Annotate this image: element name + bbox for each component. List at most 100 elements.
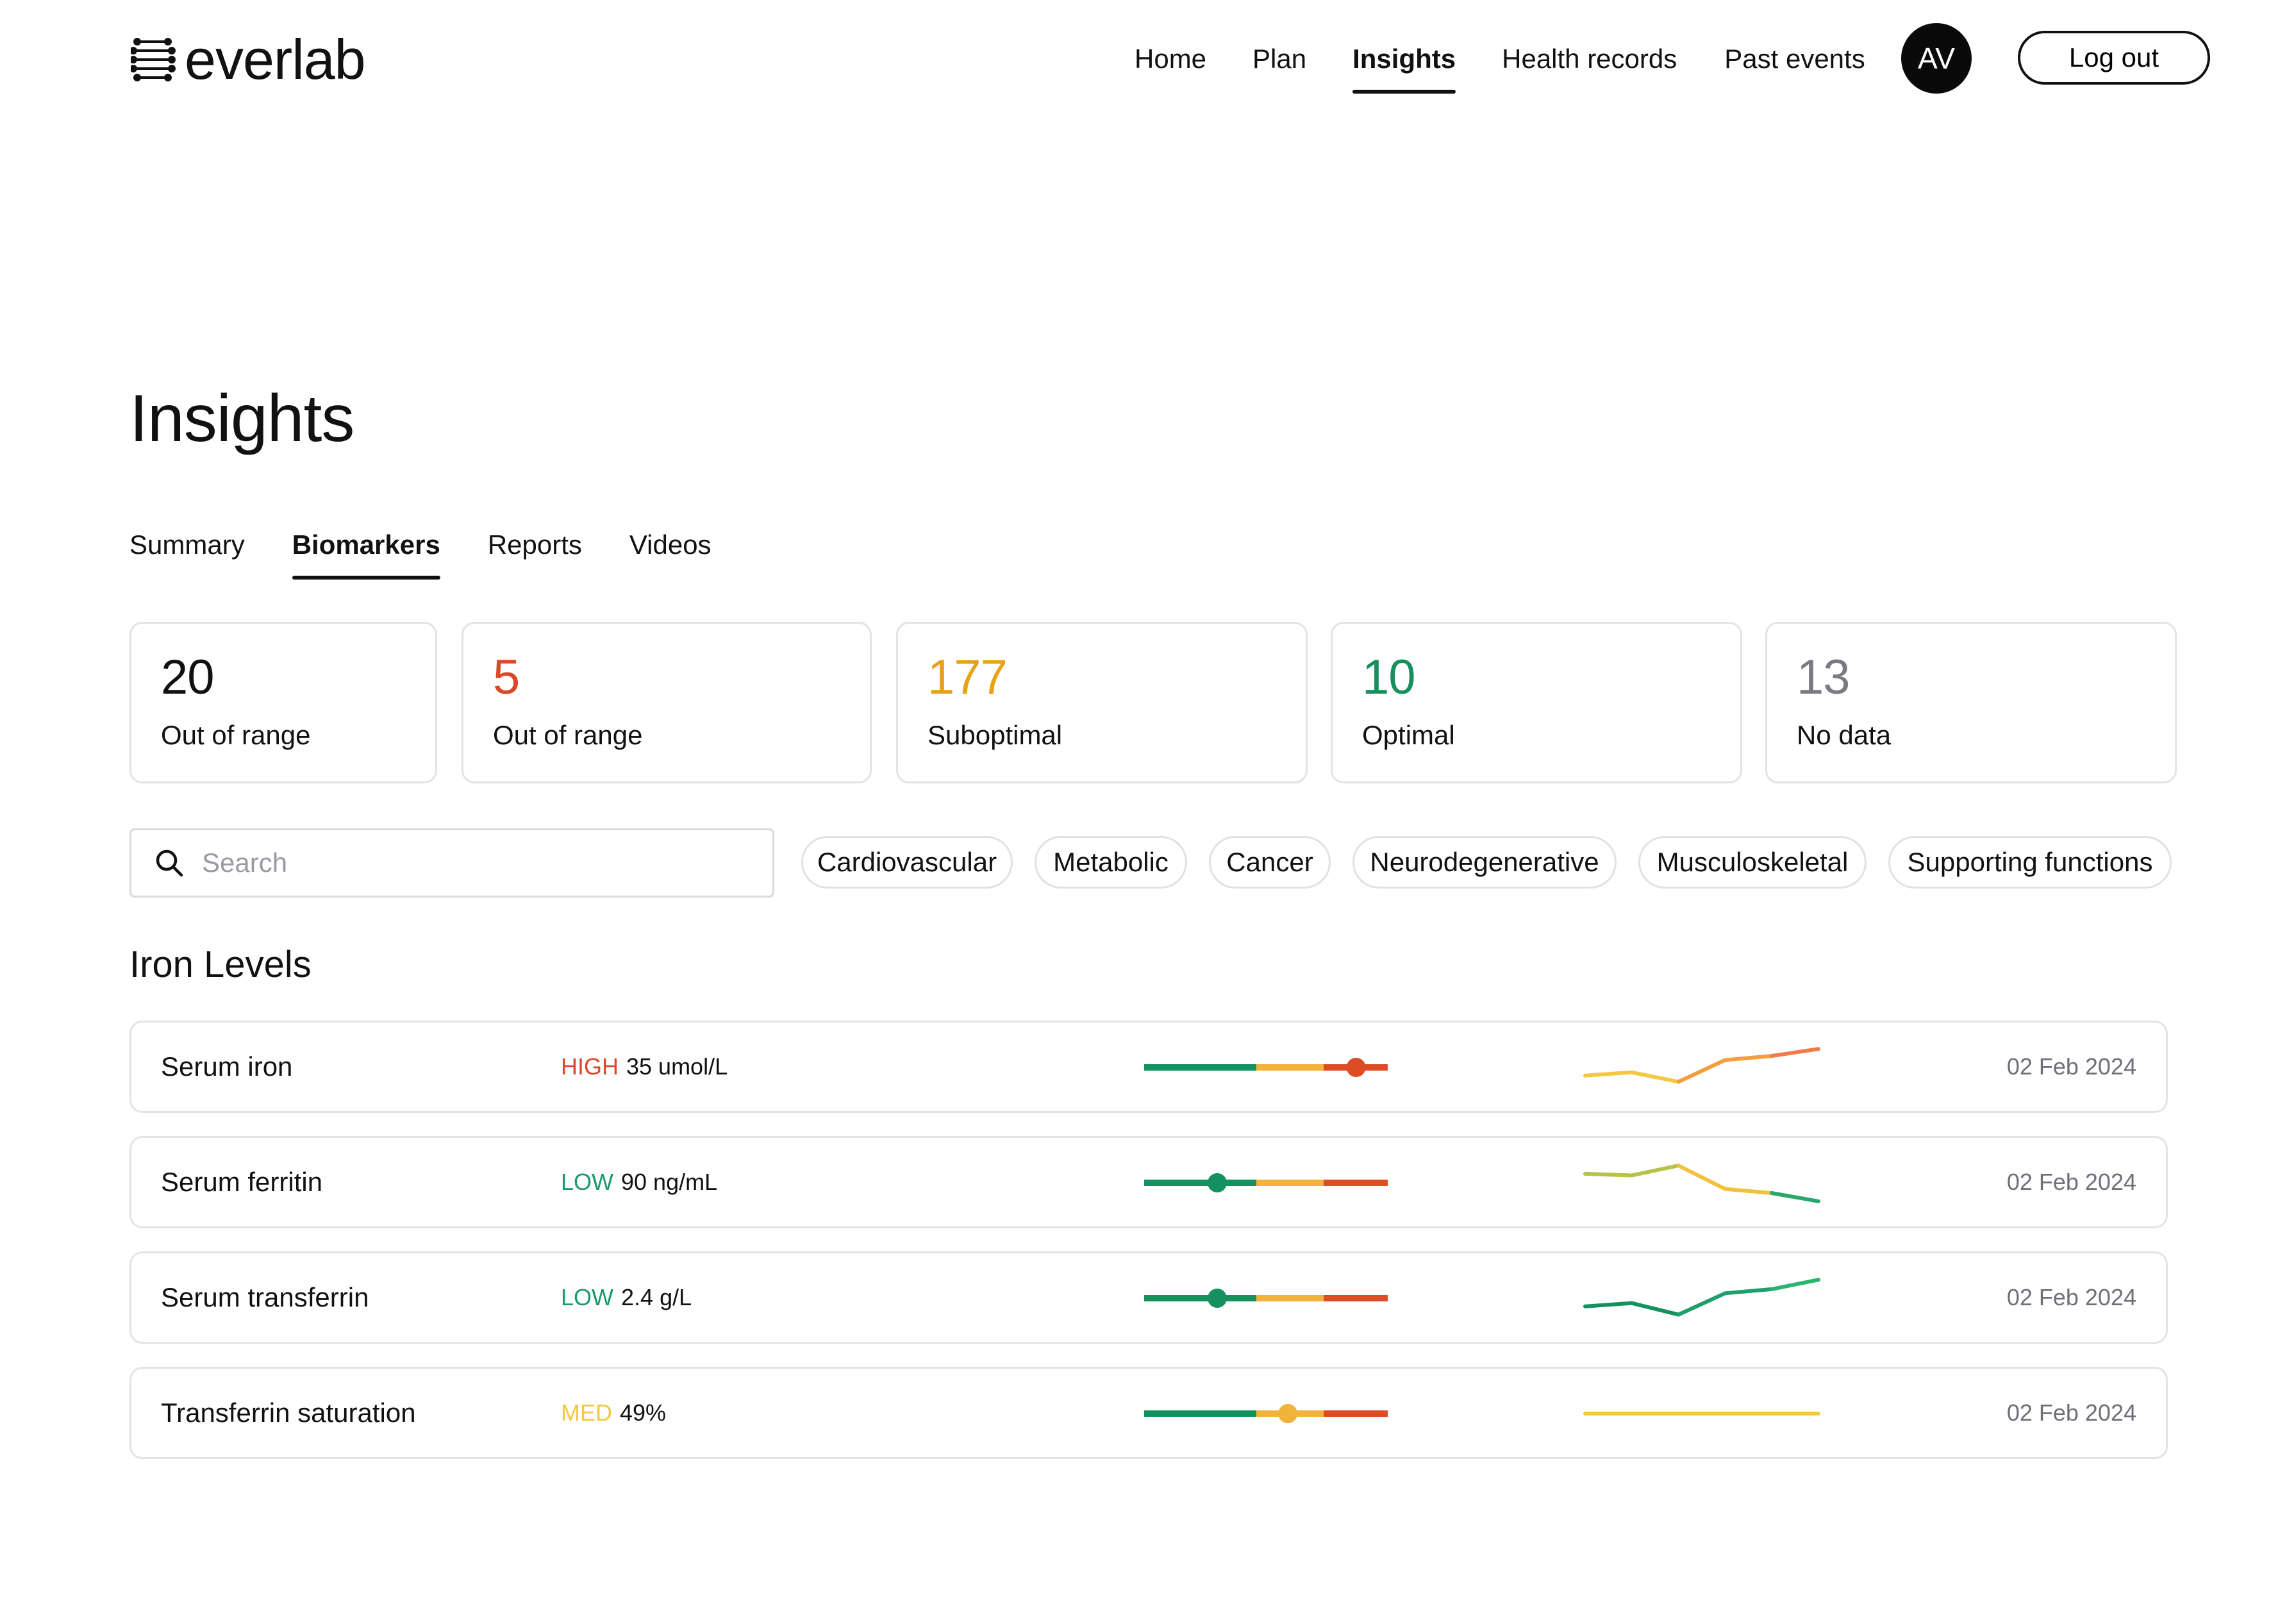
biomarker-value: 2.4 g/L <box>621 1284 692 1310</box>
search-input[interactable] <box>201 847 754 879</box>
nav-item-insights[interactable]: Insights <box>1352 26 1456 94</box>
stat-label: Out of range <box>493 720 643 750</box>
tab-summary[interactable]: Summary <box>129 530 245 560</box>
filter-chip-musculoskeletal[interactable]: Musculoskeletal <box>1638 836 1867 889</box>
sparkline-segment <box>1676 1164 1727 1191</box>
biomarker-row[interactable]: Serum ferritin LOW 90 ng/mL 02 Feb 2024 <box>129 1136 2168 1228</box>
stat-card-no-data[interactable]: 13 No data <box>1765 622 2177 783</box>
biomarker-name: Serum iron <box>161 1051 293 1082</box>
stat-value: 5 <box>493 650 520 705</box>
stat-label: Out of range <box>161 720 311 750</box>
trend-sparkline <box>1583 1164 1820 1203</box>
stat-value: 10 <box>1362 650 1416 705</box>
nav-item-plan[interactable]: Plan <box>1252 44 1307 74</box>
sparkline-segment <box>1676 1058 1727 1084</box>
stat-value: 13 <box>1797 650 1851 705</box>
sparkline-segment <box>1629 1301 1681 1317</box>
status-badge: HIGH <box>561 1053 619 1080</box>
sparkline-segment <box>1770 1191 1820 1203</box>
filter-chip-cancer[interactable]: Cancer <box>1209 836 1331 889</box>
tab-videos[interactable]: Videos <box>629 530 711 560</box>
range-marker <box>1208 1289 1227 1308</box>
sparkline-segment <box>1583 1070 1634 1078</box>
nav-item-health-records[interactable]: Health records <box>1502 44 1677 74</box>
main-nav: Home Plan Insights Health records Past e… <box>1090 26 1865 94</box>
range-segment-suboptimal <box>1256 1180 1324 1186</box>
status-badge: LOW <box>561 1284 614 1310</box>
trend-sparkline <box>1583 1047 1820 1084</box>
sparkline-segment <box>1723 1187 1774 1195</box>
biomarker-date: 02 Feb 2024 <box>2006 1399 2136 1426</box>
range-segment-optimal <box>1144 1295 1256 1301</box>
range-segment-optimal <box>1144 1064 1256 1071</box>
search-box <box>129 828 774 898</box>
filter-chip-cardiovascular[interactable]: Cardiovascular <box>801 836 1013 889</box>
filter-chip-metabolic[interactable]: Metabolic <box>1035 836 1187 889</box>
biomarker-date: 02 Feb 2024 <box>2006 1284 2136 1310</box>
range-segment-optimal <box>1144 1410 1256 1417</box>
search-icon <box>156 849 183 877</box>
biomarker-value-group: LOW 90 ng/mL <box>561 1138 717 1226</box>
range-segment-optimal <box>1144 1180 1256 1186</box>
biomarker-value-group: MED 49% <box>561 1369 666 1457</box>
stat-card-out-of-range-total[interactable]: 20 Out of range <box>129 622 437 783</box>
sparkline-segment <box>1583 1301 1634 1308</box>
range-segment-out-of-range <box>1324 1180 1388 1186</box>
section-title: Iron Levels <box>129 944 312 985</box>
stat-value: 177 <box>928 650 1008 705</box>
tab-biomarkers[interactable]: Biomarkers <box>292 513 440 580</box>
range-segment-out-of-range <box>1324 1410 1388 1417</box>
filter-chip-supporting-functions[interactable]: Supporting functions <box>1888 836 2172 889</box>
sparkline-segment <box>1629 1164 1681 1178</box>
sparkline-segment <box>1583 1171 1634 1178</box>
range-bar <box>1144 1058 1388 1077</box>
top-navigation-bar: everlab Home Plan Insights Health record… <box>0 0 2296 122</box>
biomarker-value: 90 ng/mL <box>621 1169 718 1195</box>
brand-name: everlab <box>185 28 366 91</box>
range-segment-out-of-range <box>1324 1295 1388 1301</box>
biomarker-name: Transferrin saturation <box>161 1398 416 1428</box>
sparkline-segment <box>1770 1278 1820 1291</box>
biomarker-value-group: LOW 2.4 g/L <box>561 1253 692 1342</box>
logout-button[interactable]: Log out <box>2018 31 2210 85</box>
status-badge: MED <box>561 1399 612 1426</box>
user-avatar[interactable]: AV <box>1901 23 1972 94</box>
sparkline-segment <box>1770 1047 1820 1058</box>
biomarker-date: 02 Feb 2024 <box>2006 1169 2136 1195</box>
stat-card-out-of-range[interactable]: 5 Out of range <box>462 622 872 783</box>
biomarker-row[interactable]: Transferrin saturation MED 49% 02 Feb 20… <box>129 1367 2168 1459</box>
stat-label: Suboptimal <box>928 720 1063 750</box>
range-bar <box>1144 1173 1388 1192</box>
everlab-logo-icon <box>131 38 176 81</box>
sparkline-segment <box>1676 1291 1727 1317</box>
everlab-logo[interactable]: everlab <box>131 24 366 95</box>
biomarker-name: Serum ferritin <box>161 1167 323 1197</box>
range-bar <box>1144 1289 1388 1308</box>
nav-item-home[interactable]: Home <box>1135 44 1207 74</box>
trend-sparkline <box>1583 1278 1820 1317</box>
stat-card-optimal[interactable]: 10 Optimal <box>1331 622 1742 783</box>
trend-sparkline <box>1583 1412 1820 1416</box>
biomarker-row[interactable]: Serum iron HIGH 35 umol/L 02 Feb 2024 <box>129 1021 2168 1113</box>
biomarker-value-group: HIGH 35 umol/L <box>561 1023 728 1111</box>
nav-item-past-events[interactable]: Past events <box>1724 44 1865 74</box>
stat-card-suboptimal[interactable]: 177 Suboptimal <box>896 622 1308 783</box>
insights-tabs: Summary Biomarkers Reports Videos <box>129 513 711 580</box>
status-badge: LOW <box>561 1169 614 1195</box>
stat-label: No data <box>1797 720 1892 750</box>
range-marker <box>1346 1058 1366 1077</box>
biomarker-value: 35 umol/L <box>626 1053 728 1080</box>
tab-reports[interactable]: Reports <box>487 530 582 560</box>
filter-chip-neurodegenerative[interactable]: Neurodegenerative <box>1352 836 1617 889</box>
range-segment-suboptimal <box>1256 1295 1324 1301</box>
sparkline-segment <box>1723 1287 1774 1296</box>
range-segment-suboptimal <box>1256 1064 1324 1071</box>
range-bar <box>1144 1404 1388 1423</box>
biomarker-value: 49% <box>620 1399 667 1426</box>
biomarker-date: 02 Feb 2024 <box>2006 1053 2136 1080</box>
biomarker-row[interactable]: Serum transferrin LOW 2.4 g/L 02 Feb 202… <box>129 1251 2168 1344</box>
page-title: Insights <box>129 381 354 456</box>
sparkline-segment <box>1629 1070 1681 1084</box>
biomarker-name: Serum transferrin <box>161 1282 369 1312</box>
stat-label: Optimal <box>1362 720 1455 750</box>
